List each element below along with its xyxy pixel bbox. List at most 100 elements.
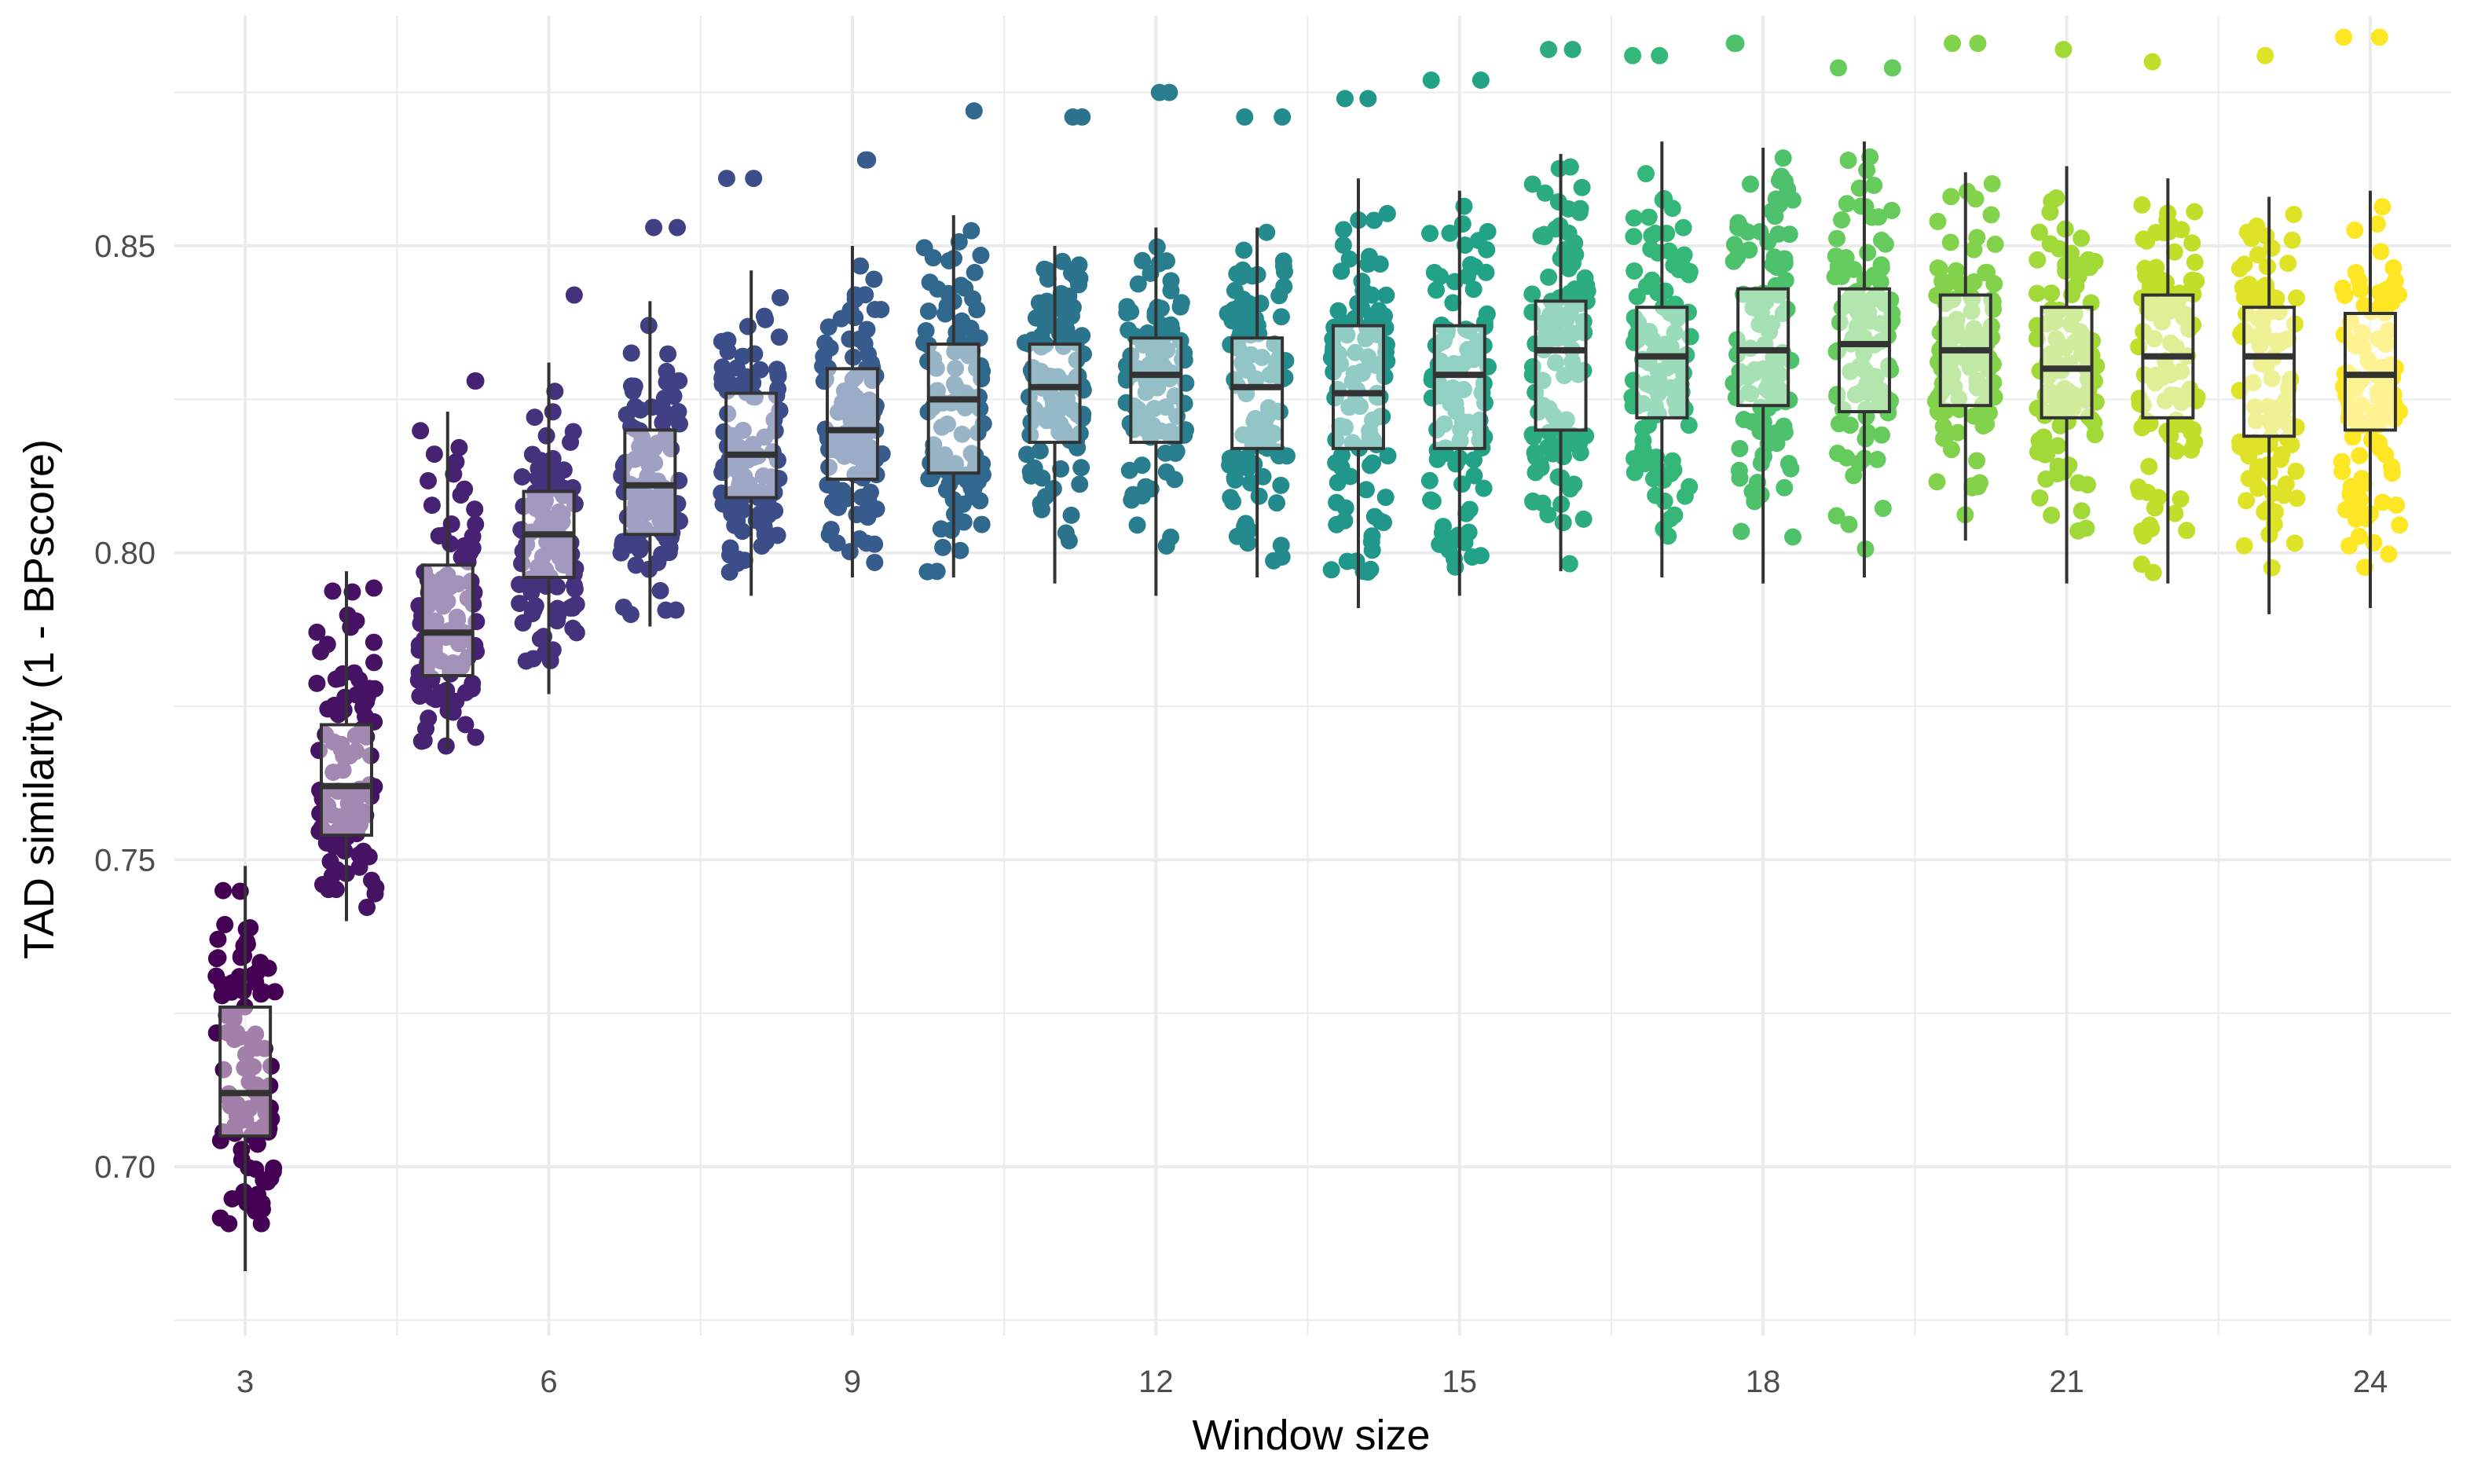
jitter-point [859,508,877,526]
jitter-point [846,309,864,327]
jitter-point [1475,479,1493,497]
jitter-point [1365,211,1383,229]
jitter-point [1968,452,1986,470]
jitter-point [350,671,368,689]
jitter-point [1270,287,1288,305]
jitter-point [2167,442,2185,460]
jitter-point [713,332,731,350]
jitter-point [768,526,786,544]
box-iqr [1331,324,1385,450]
jitter-point [2178,522,2196,540]
outlier-point [745,170,763,188]
jitter-point [526,409,544,427]
jitter-point [1265,551,1283,570]
box-iqr [1028,343,1082,445]
jitter-point [1751,222,1769,240]
jitter-point [632,401,650,419]
jitter-point [1729,214,1747,232]
box-iqr [825,367,879,481]
jitter-point [1118,298,1136,316]
jitter-point [2140,457,2158,475]
jitter-point [233,1141,251,1159]
jitter-point [1966,190,1985,208]
jitter-point [209,949,227,967]
jitter-point [1563,255,1582,273]
jitter-point [1828,229,1846,247]
jitter-point [1571,200,1589,218]
jitter-point [859,491,878,509]
jitter-point [2365,533,2383,551]
jitter-point [728,554,746,572]
outlier-point [1422,71,1440,90]
jitter-point [1647,486,1665,504]
box-iqr [218,1005,273,1138]
box-iqr [1837,287,1891,413]
jitter-point [1157,537,1175,555]
jitter-point [1334,236,1352,254]
jitter-point [358,687,376,705]
jitter-point [1680,416,1698,434]
outlier-point [2054,40,2073,58]
outlier-point [565,286,583,304]
jitter-point [1128,516,1146,534]
x-tick-label: 18 [1746,1365,1781,1399]
jitter-point [618,406,636,424]
jitter-point [1743,412,1761,431]
jitter-point [2041,235,2059,253]
jitter-point [1544,445,1562,463]
jitter-point [1725,236,1743,254]
jitter-point [1424,492,1442,510]
jitter-point [1523,285,1541,303]
jitter-point [1240,521,1258,539]
outlier-point [1359,90,1377,108]
outlier-point [1236,108,1254,126]
jitter-point [1776,172,1794,190]
jitter-point [1680,478,1699,496]
jitter-point [2340,537,2359,555]
jitter-point [2380,545,2398,563]
jitter-point [1980,404,1998,422]
jitter-point [1425,263,1443,281]
outlier-point [1336,90,1354,108]
jitter-point [254,983,272,1001]
box-iqr [1432,324,1486,450]
y-axis-label: TAD similarity (1 - BPscore) [16,439,63,959]
jitter-point [2279,255,2297,273]
jitter-point [2248,217,2266,235]
jitter-point [772,288,790,306]
jitter-point [1018,445,1036,464]
jitter-point [961,474,979,492]
jitter-point [207,967,225,985]
outlier-point [1472,71,1490,90]
jitter-point [1364,454,1382,472]
jitter-point [1272,537,1290,555]
jitter-point [2029,251,2047,269]
jitter-point [1071,475,1089,493]
jitter-point [823,478,841,496]
jitter-point [918,562,936,581]
jitter-point [1157,252,1175,270]
jitter-point [362,871,380,889]
jitter-point [412,732,431,750]
jitter-point [1379,447,1397,465]
jitter-point [1634,420,1652,438]
jitter-point [325,696,343,714]
axes: 0.70 0.75 0.80 0.85 3 6 9 12 15 18 21 24 [94,229,2388,1399]
jitter-point [625,377,643,395]
jitter-point [1978,263,1996,281]
jitter-point [2043,192,2061,211]
jitter-point [1461,500,1479,518]
jitter-point [1052,460,1070,478]
jitter-point [1360,247,1378,266]
jitter-point [1930,260,1948,278]
jitter-point [2030,223,2048,241]
jitter-point [1560,555,1578,573]
outlier-point [1727,35,1745,53]
outlier-point [965,102,983,120]
outlier-point [2335,28,2353,46]
jitter-point [450,438,468,456]
jitter-point [1779,455,1798,473]
jitter-point [1626,262,1644,280]
outlier-point [1624,46,1642,64]
jitter-point [953,312,971,330]
